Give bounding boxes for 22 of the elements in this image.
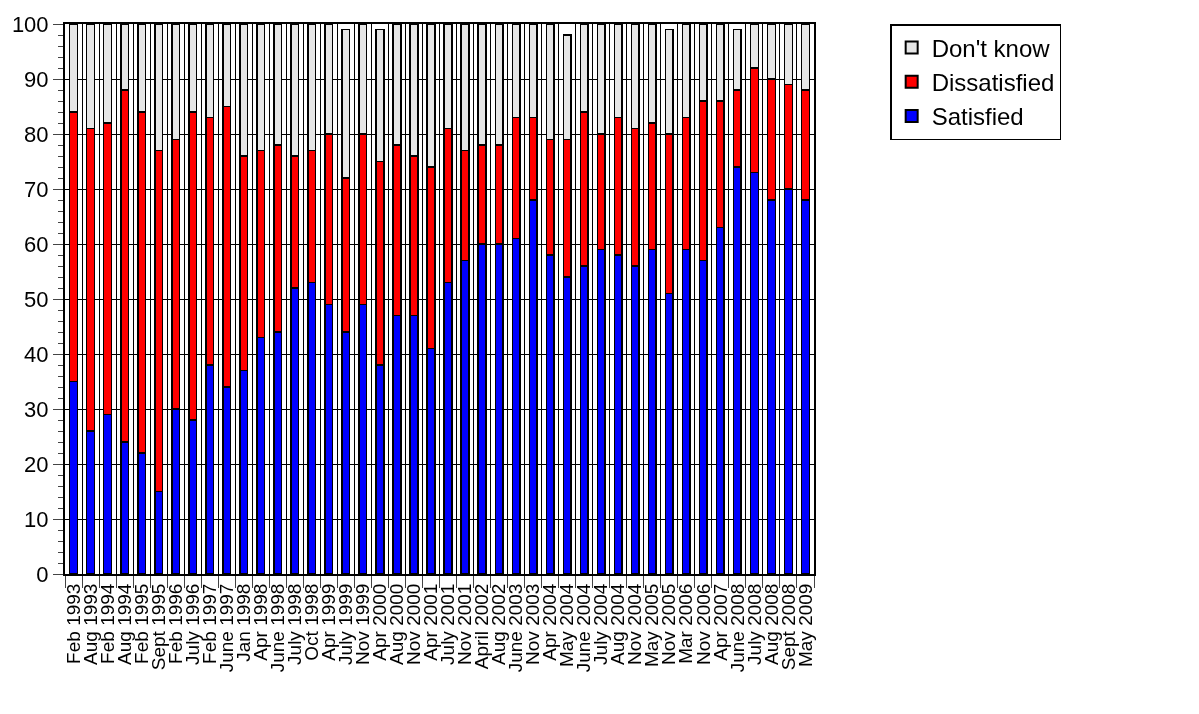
y-tick-label: 50 xyxy=(24,286,49,312)
y-tick-label: 0 xyxy=(36,561,49,587)
legend-label: Don't know xyxy=(931,34,1051,62)
y-tick-label: 30 xyxy=(24,396,49,422)
x-tick-label: Feb 1993 xyxy=(62,583,84,664)
x-tick-label: Apr 2000 xyxy=(369,583,391,661)
y-tick-label: 10 xyxy=(24,506,49,532)
x-tick-label: May 2005 xyxy=(641,583,663,668)
y-tick-label: 80 xyxy=(24,121,49,147)
x-tick-label: Apr 2001 xyxy=(420,583,442,661)
y-tick-label: 40 xyxy=(24,341,49,367)
x-tick-label: July 1998 xyxy=(283,583,305,665)
x-tick-label: Apr 1999 xyxy=(318,583,340,661)
y-tick-label: 60 xyxy=(24,231,49,257)
x-tick-label: July 2004 xyxy=(590,583,612,665)
legend-label: Satisfied xyxy=(931,103,1024,131)
y-tick-label: 20 xyxy=(24,451,49,477)
y-tick-label: 70 xyxy=(24,176,49,202)
y-tick-label: 90 xyxy=(24,66,49,92)
y-tick-label: 100 xyxy=(11,11,49,37)
legend-label: Dissatisfied xyxy=(931,69,1055,97)
x-tick-label: April 2002 xyxy=(471,583,493,670)
